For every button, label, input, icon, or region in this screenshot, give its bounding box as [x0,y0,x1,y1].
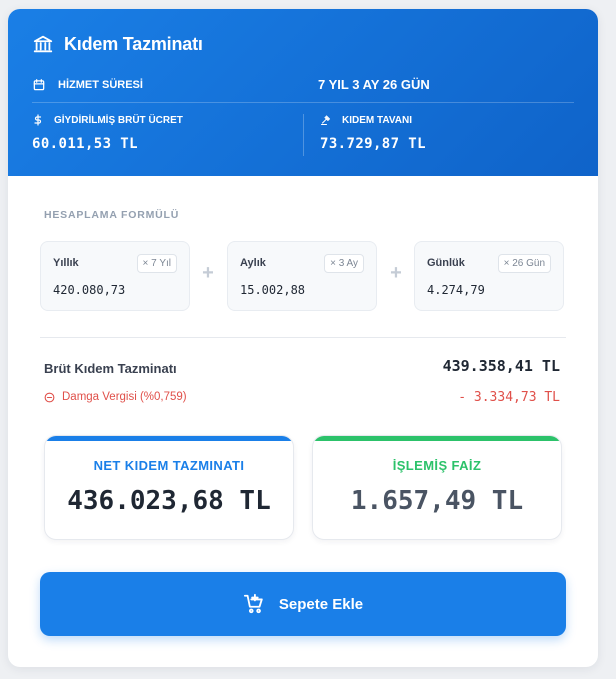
formula-item-yearly: Yıllık × 7 Yıl 420.080,73 [40,241,190,311]
formula-section-label: HESAPLAMA FORMÜLÜ [44,209,180,221]
formula-item-multiplier: × 7 Yıl [136,254,177,273]
formula-item-monthly: Aylık × 3 Ay 15.002,88 [227,241,377,311]
accrued-interest-card: İŞLEMİŞ FAİZ 1.657,49 TL [312,435,562,540]
gross-wage-label: GİYDİRİLMİŞ BRÜT ÜCRET [32,112,302,128]
severance-card: Kıdem Tazminatı HİZMET SÜRESİ 7 YIL 3 AY… [8,9,598,667]
accrued-interest-value: 1.657,49 TL [350,486,524,516]
formula-item-amount: 420.080,73 [53,283,126,297]
service-duration-label: HİZMET SÜRESİ [32,78,318,92]
wage-ceiling-row: GİYDİRİLMİŞ BRÜT ÜCRET 60.011,53 TL KIDE… [32,112,574,162]
net-severance-label: NET KIDEM TAZMINATI [93,458,245,473]
card-header: Kıdem Tazminatı HİZMET SÜRESİ 7 YIL 3 AY… [8,9,598,176]
formula-item-name: Aylık [240,257,266,269]
minus-circle-icon [44,392,55,402]
add-to-cart-label: Sepete Ekle [278,595,364,613]
gavel-icon [320,115,331,126]
header-divider [303,114,304,156]
formula-item-multiplier: × 3 Ay [324,254,364,273]
gross-wage-value: 60.011,53 TL [32,136,138,152]
formula-item-name: Günlük [427,257,465,269]
formula-item-multiplier: × 26 Gün [497,254,551,273]
service-duration-row: HİZMET SÜRESİ 7 YIL 3 AY 26 GÜN [32,77,574,103]
stamp-tax-label: Damga Vergisi (%0,759) [44,391,187,403]
accrued-interest-label: İŞLEMİŞ FAİZ [392,458,482,473]
gross-severance-label: Brüt Kıdem Tazminatı [44,361,177,376]
ceiling-block: KIDEM TAVANI 73.729,87 TL [320,112,574,162]
header-title-row: Kıdem Tazminatı [32,33,203,55]
page-title: Kıdem Tazminatı [64,33,203,54]
formula-item-name: Yıllık [53,257,79,269]
formula-item-amount: 15.002,88 [240,283,306,297]
bank-icon [33,35,53,53]
cart-plus-icon [243,593,263,614]
calendar-icon [33,78,45,90]
ceiling-label: KIDEM TAVANI [320,112,574,128]
gross-wage-block: GİYDİRİLMİŞ BRÜT ÜCRET 60.011,53 TL [32,112,302,162]
interest-accent-bar [313,436,561,441]
ceiling-value: 73.729,87 TL [320,136,426,152]
net-severance-card: NET KIDEM TAZMINATI 436.023,68 TL [44,435,294,540]
net-accent-bar [45,436,293,441]
formula-item-daily: Günlük × 26 Gün 4.274,79 [414,241,564,311]
section-divider [40,337,566,338]
stamp-tax-value: - 3.334,73 TL [458,390,560,405]
gross-severance-value: 439.358,41 TL [442,357,560,375]
plus-icon: + [390,262,402,284]
formula-item-amount: 4.274,79 [427,283,485,297]
plus-icon: + [202,262,214,284]
dollar-icon [34,114,42,126]
service-duration-value: 7 YIL 3 AY 26 GÜN [318,77,430,92]
add-to-cart-button[interactable]: Sepete Ekle [40,572,566,636]
net-severance-value: 436.023,68 TL [67,486,271,516]
